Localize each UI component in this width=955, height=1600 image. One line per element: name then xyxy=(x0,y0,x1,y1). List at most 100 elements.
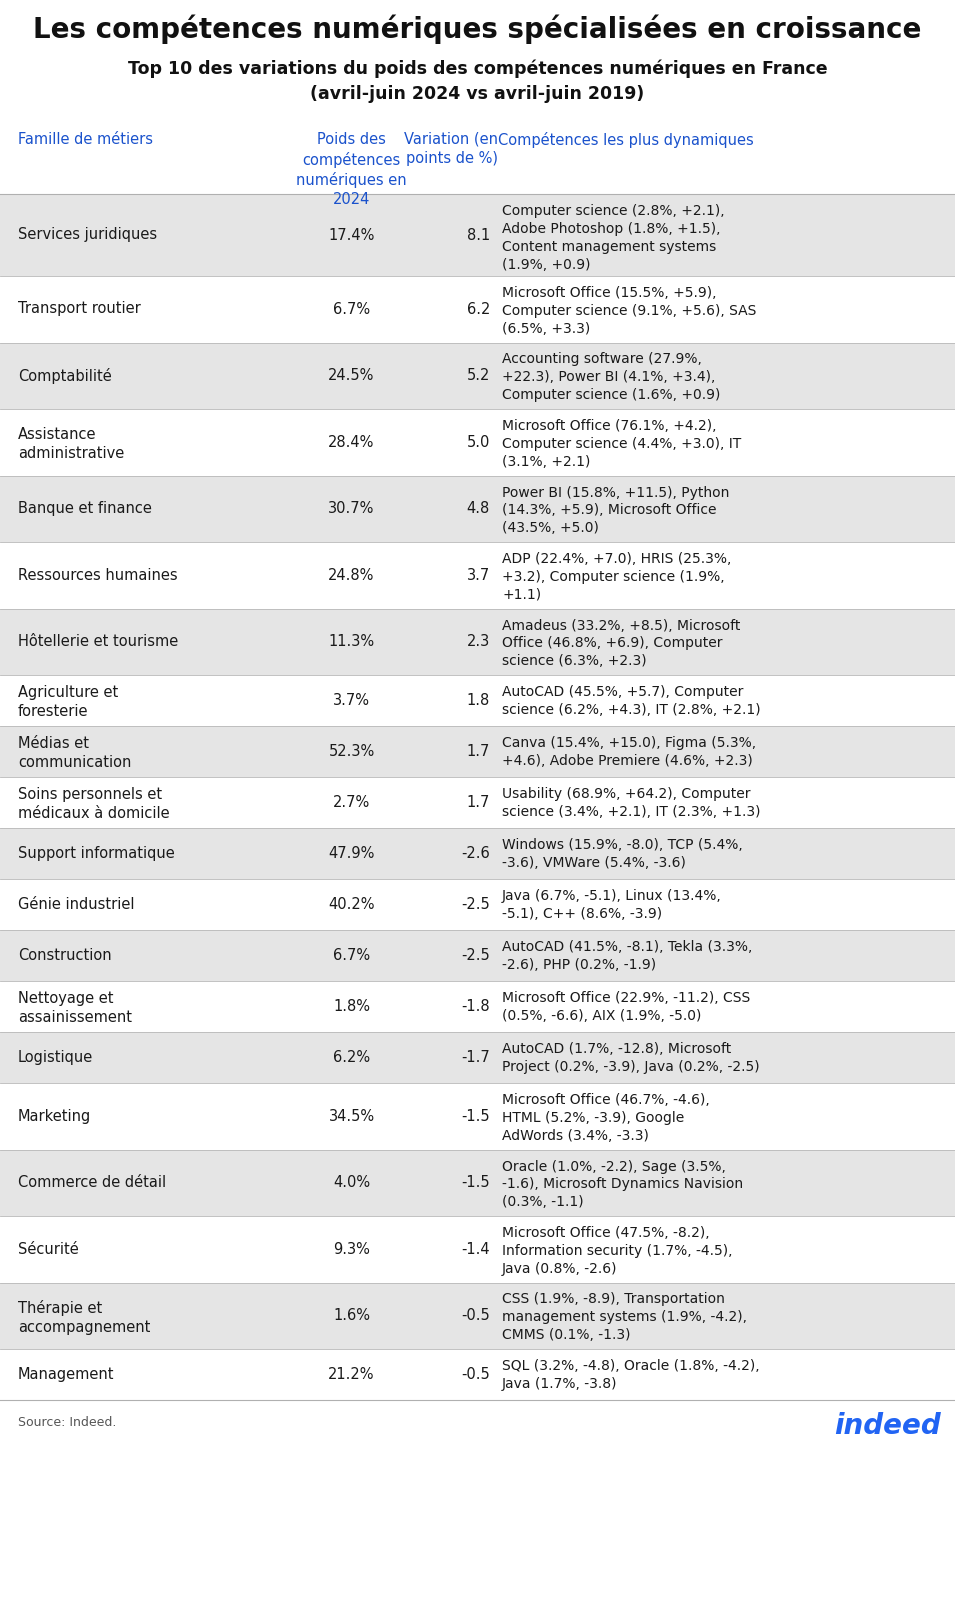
Bar xyxy=(0,608,955,675)
Text: -2.5: -2.5 xyxy=(461,898,490,912)
Text: Microsoft Office (46.7%, -4.6),
HTML (5.2%, -3.9), Google
AdWords (3.4%, -3.3): Microsoft Office (46.7%, -4.6), HTML (5.… xyxy=(502,1093,710,1142)
Text: 4.8: 4.8 xyxy=(467,501,490,517)
Text: 11.3%: 11.3% xyxy=(329,634,374,650)
Text: Ressources humaines: Ressources humaines xyxy=(18,568,178,582)
Text: 5.2: 5.2 xyxy=(467,368,490,384)
Text: 47.9%: 47.9% xyxy=(329,846,374,861)
Text: Management: Management xyxy=(18,1366,115,1382)
Text: -1.5: -1.5 xyxy=(461,1176,490,1190)
Text: 1.7: 1.7 xyxy=(467,744,490,758)
Text: 1.7: 1.7 xyxy=(467,795,490,810)
Text: 17.4%: 17.4% xyxy=(329,227,374,243)
Text: 28.4%: 28.4% xyxy=(329,435,374,450)
Text: 40.2%: 40.2% xyxy=(329,898,374,912)
Text: Nettoyage et
assainissement: Nettoyage et assainissement xyxy=(18,990,132,1026)
Text: -2.6: -2.6 xyxy=(461,846,490,861)
Text: Microsoft Office (47.5%, -8.2),
Information security (1.7%, -4.5),
Java (0.8%, -: Microsoft Office (47.5%, -8.2), Informat… xyxy=(502,1226,732,1275)
Bar xyxy=(0,726,955,778)
Text: 34.5%: 34.5% xyxy=(329,1109,374,1123)
Text: Soins personnels et
médicaux à domicile: Soins personnels et médicaux à domicile xyxy=(18,787,170,821)
Text: 24.5%: 24.5% xyxy=(329,368,374,384)
Text: 2.3: 2.3 xyxy=(467,634,490,650)
Text: 4.0%: 4.0% xyxy=(333,1176,370,1190)
Bar xyxy=(0,675,955,726)
Text: Accounting software (27.9%,
+22.3), Power BI (4.1%, +3.4),
Computer science (1.6: Accounting software (27.9%, +22.3), Powe… xyxy=(502,352,720,402)
Text: Poids des
compétences
numériques en
2024: Poids des compétences numériques en 2024 xyxy=(296,133,407,208)
Text: Power BI (15.8%, +11.5), Python
(14.3%, +5.9), Microsoft Office
(43.5%, +5.0): Power BI (15.8%, +11.5), Python (14.3%, … xyxy=(502,485,730,534)
Text: Source: Indeed.: Source: Indeed. xyxy=(18,1416,117,1429)
Text: Microsoft Office (15.5%, +5.9),
Computer science (9.1%, +5.6), SAS
(6.5%, +3.3): Microsoft Office (15.5%, +5.9), Computer… xyxy=(502,286,756,336)
Text: Microsoft Office (76.1%, +4.2),
Computer science (4.4%, +3.0), IT
(3.1%, +2.1): Microsoft Office (76.1%, +4.2), Computer… xyxy=(502,419,741,469)
Text: 3.7: 3.7 xyxy=(467,568,490,582)
Text: ADP (22.4%, +7.0), HRIS (25.3%,
+3.2), Computer science (1.9%,
+1.1): ADP (22.4%, +7.0), HRIS (25.3%, +3.2), C… xyxy=(502,552,732,602)
Text: 24.8%: 24.8% xyxy=(329,568,374,582)
Text: 3.7%: 3.7% xyxy=(333,693,370,707)
Text: -1.4: -1.4 xyxy=(461,1242,490,1256)
Text: -0.5: -0.5 xyxy=(461,1366,490,1382)
Text: Compétences les plus dynamiques: Compétences les plus dynamiques xyxy=(498,133,753,149)
Text: Les compétences numériques spécialisées en croissance: Les compétences numériques spécialisées … xyxy=(33,14,922,43)
Text: 9.3%: 9.3% xyxy=(333,1242,370,1256)
Bar xyxy=(0,542,955,608)
Text: Construction: Construction xyxy=(18,947,112,963)
Text: CSS (1.9%, -8.9), Transportation
management systems (1.9%, -4.2),
CMMS (0.1%, -1: CSS (1.9%, -8.9), Transportation managem… xyxy=(502,1293,747,1342)
Text: Services juridiques: Services juridiques xyxy=(18,227,158,242)
Bar xyxy=(0,778,955,829)
Text: 21.2%: 21.2% xyxy=(329,1366,374,1382)
Bar xyxy=(0,342,955,410)
Text: 5.0: 5.0 xyxy=(467,435,490,450)
Text: 8.1: 8.1 xyxy=(467,227,490,243)
Bar xyxy=(0,1149,955,1216)
Bar xyxy=(0,829,955,878)
Text: Variation (en
points de %): Variation (en points de %) xyxy=(405,133,499,166)
Text: 6.2: 6.2 xyxy=(467,302,490,317)
Text: -0.5: -0.5 xyxy=(461,1309,490,1323)
Text: -1.5: -1.5 xyxy=(461,1109,490,1123)
Text: AutoCAD (41.5%, -8.1), Tekla (3.3%,
-2.6), PHP (0.2%, -1.9): AutoCAD (41.5%, -8.1), Tekla (3.3%, -2.6… xyxy=(502,939,753,971)
Text: Agriculture et
foresterie: Agriculture et foresterie xyxy=(18,685,118,720)
Text: Top 10 des variations du poids des compétences numériques en France
(avril-juin : Top 10 des variations du poids des compé… xyxy=(128,59,827,102)
Text: AutoCAD (1.7%, -12.8), Microsoft
Project (0.2%, -3.9), Java (0.2%, -2.5): AutoCAD (1.7%, -12.8), Microsoft Project… xyxy=(502,1042,759,1074)
Text: 6.7%: 6.7% xyxy=(333,302,370,317)
Text: Computer science (2.8%, +2.1),
Adobe Photoshop (1.8%, +1.5),
Content management : Computer science (2.8%, +2.1), Adobe Pho… xyxy=(502,203,725,272)
Text: 52.3%: 52.3% xyxy=(329,744,374,758)
Text: Commerce de détail: Commerce de détail xyxy=(18,1174,166,1190)
Text: Hôtellerie et tourisme: Hôtellerie et tourisme xyxy=(18,634,179,650)
Text: 6.7%: 6.7% xyxy=(333,947,370,963)
Text: Logistique: Logistique xyxy=(18,1050,94,1064)
Text: indeed: indeed xyxy=(835,1411,941,1440)
Text: 30.7%: 30.7% xyxy=(329,501,374,517)
Text: Canva (15.4%, +15.0), Figma (5.3%,
+4.6), Adobe Premiere (4.6%, +2.3): Canva (15.4%, +15.0), Figma (5.3%, +4.6)… xyxy=(502,736,756,768)
Bar xyxy=(0,1349,955,1400)
Text: Transport routier: Transport routier xyxy=(18,301,140,317)
Text: Comptabilité: Comptabilité xyxy=(18,368,112,384)
Text: Assistance
administrative: Assistance administrative xyxy=(18,427,124,461)
Text: 6.2%: 6.2% xyxy=(333,1050,370,1066)
Bar xyxy=(0,930,955,981)
Text: Amadeus (33.2%, +8.5), Microsoft
Office (46.8%, +6.9), Computer
science (6.3%, +: Amadeus (33.2%, +8.5), Microsoft Office … xyxy=(502,619,740,669)
Text: Microsoft Office (22.9%, -11.2), CSS
(0.5%, -6.6), AIX (1.9%, -5.0): Microsoft Office (22.9%, -11.2), CSS (0.… xyxy=(502,990,751,1022)
Bar xyxy=(0,1083,955,1149)
Text: 1.8%: 1.8% xyxy=(333,998,370,1014)
Bar xyxy=(0,1283,955,1349)
Text: -1.7: -1.7 xyxy=(461,1050,490,1066)
Bar xyxy=(0,981,955,1032)
Text: 1.8: 1.8 xyxy=(467,693,490,707)
Text: Java (6.7%, -5.1), Linux (13.4%,
-5.1), C++ (8.6%, -3.9): Java (6.7%, -5.1), Linux (13.4%, -5.1), … xyxy=(502,890,722,922)
Bar xyxy=(0,475,955,542)
Text: 1.6%: 1.6% xyxy=(333,1309,370,1323)
Text: Banque et finance: Banque et finance xyxy=(18,501,152,515)
Text: Support informatique: Support informatique xyxy=(18,846,175,861)
Text: Windows (15.9%, -8.0), TCP (5.4%,
-3.6), VMWare (5.4%, -3.6): Windows (15.9%, -8.0), TCP (5.4%, -3.6),… xyxy=(502,838,743,870)
Text: Famille de métiers: Famille de métiers xyxy=(18,133,153,147)
Bar xyxy=(0,1032,955,1083)
Text: Oracle (1.0%, -2.2), Sage (3.5%,
-1.6), Microsoft Dynamics Navision
(0.3%, -1.1): Oracle (1.0%, -2.2), Sage (3.5%, -1.6), … xyxy=(502,1160,743,1210)
Text: Médias et
communication: Médias et communication xyxy=(18,736,132,770)
Text: Marketing: Marketing xyxy=(18,1109,92,1123)
Text: Thérapie et
accompagnement: Thérapie et accompagnement xyxy=(18,1301,150,1336)
Bar xyxy=(0,1216,955,1283)
Text: AutoCAD (45.5%, +5.7), Computer
science (6.2%, +4.3), IT (2.8%, +2.1): AutoCAD (45.5%, +5.7), Computer science … xyxy=(502,685,760,717)
Text: Usability (68.9%, +64.2), Computer
science (3.4%, +2.1), IT (2.3%, +1.3): Usability (68.9%, +64.2), Computer scien… xyxy=(502,787,760,819)
Text: Génie industriel: Génie industriel xyxy=(18,896,135,912)
Bar xyxy=(0,194,955,275)
